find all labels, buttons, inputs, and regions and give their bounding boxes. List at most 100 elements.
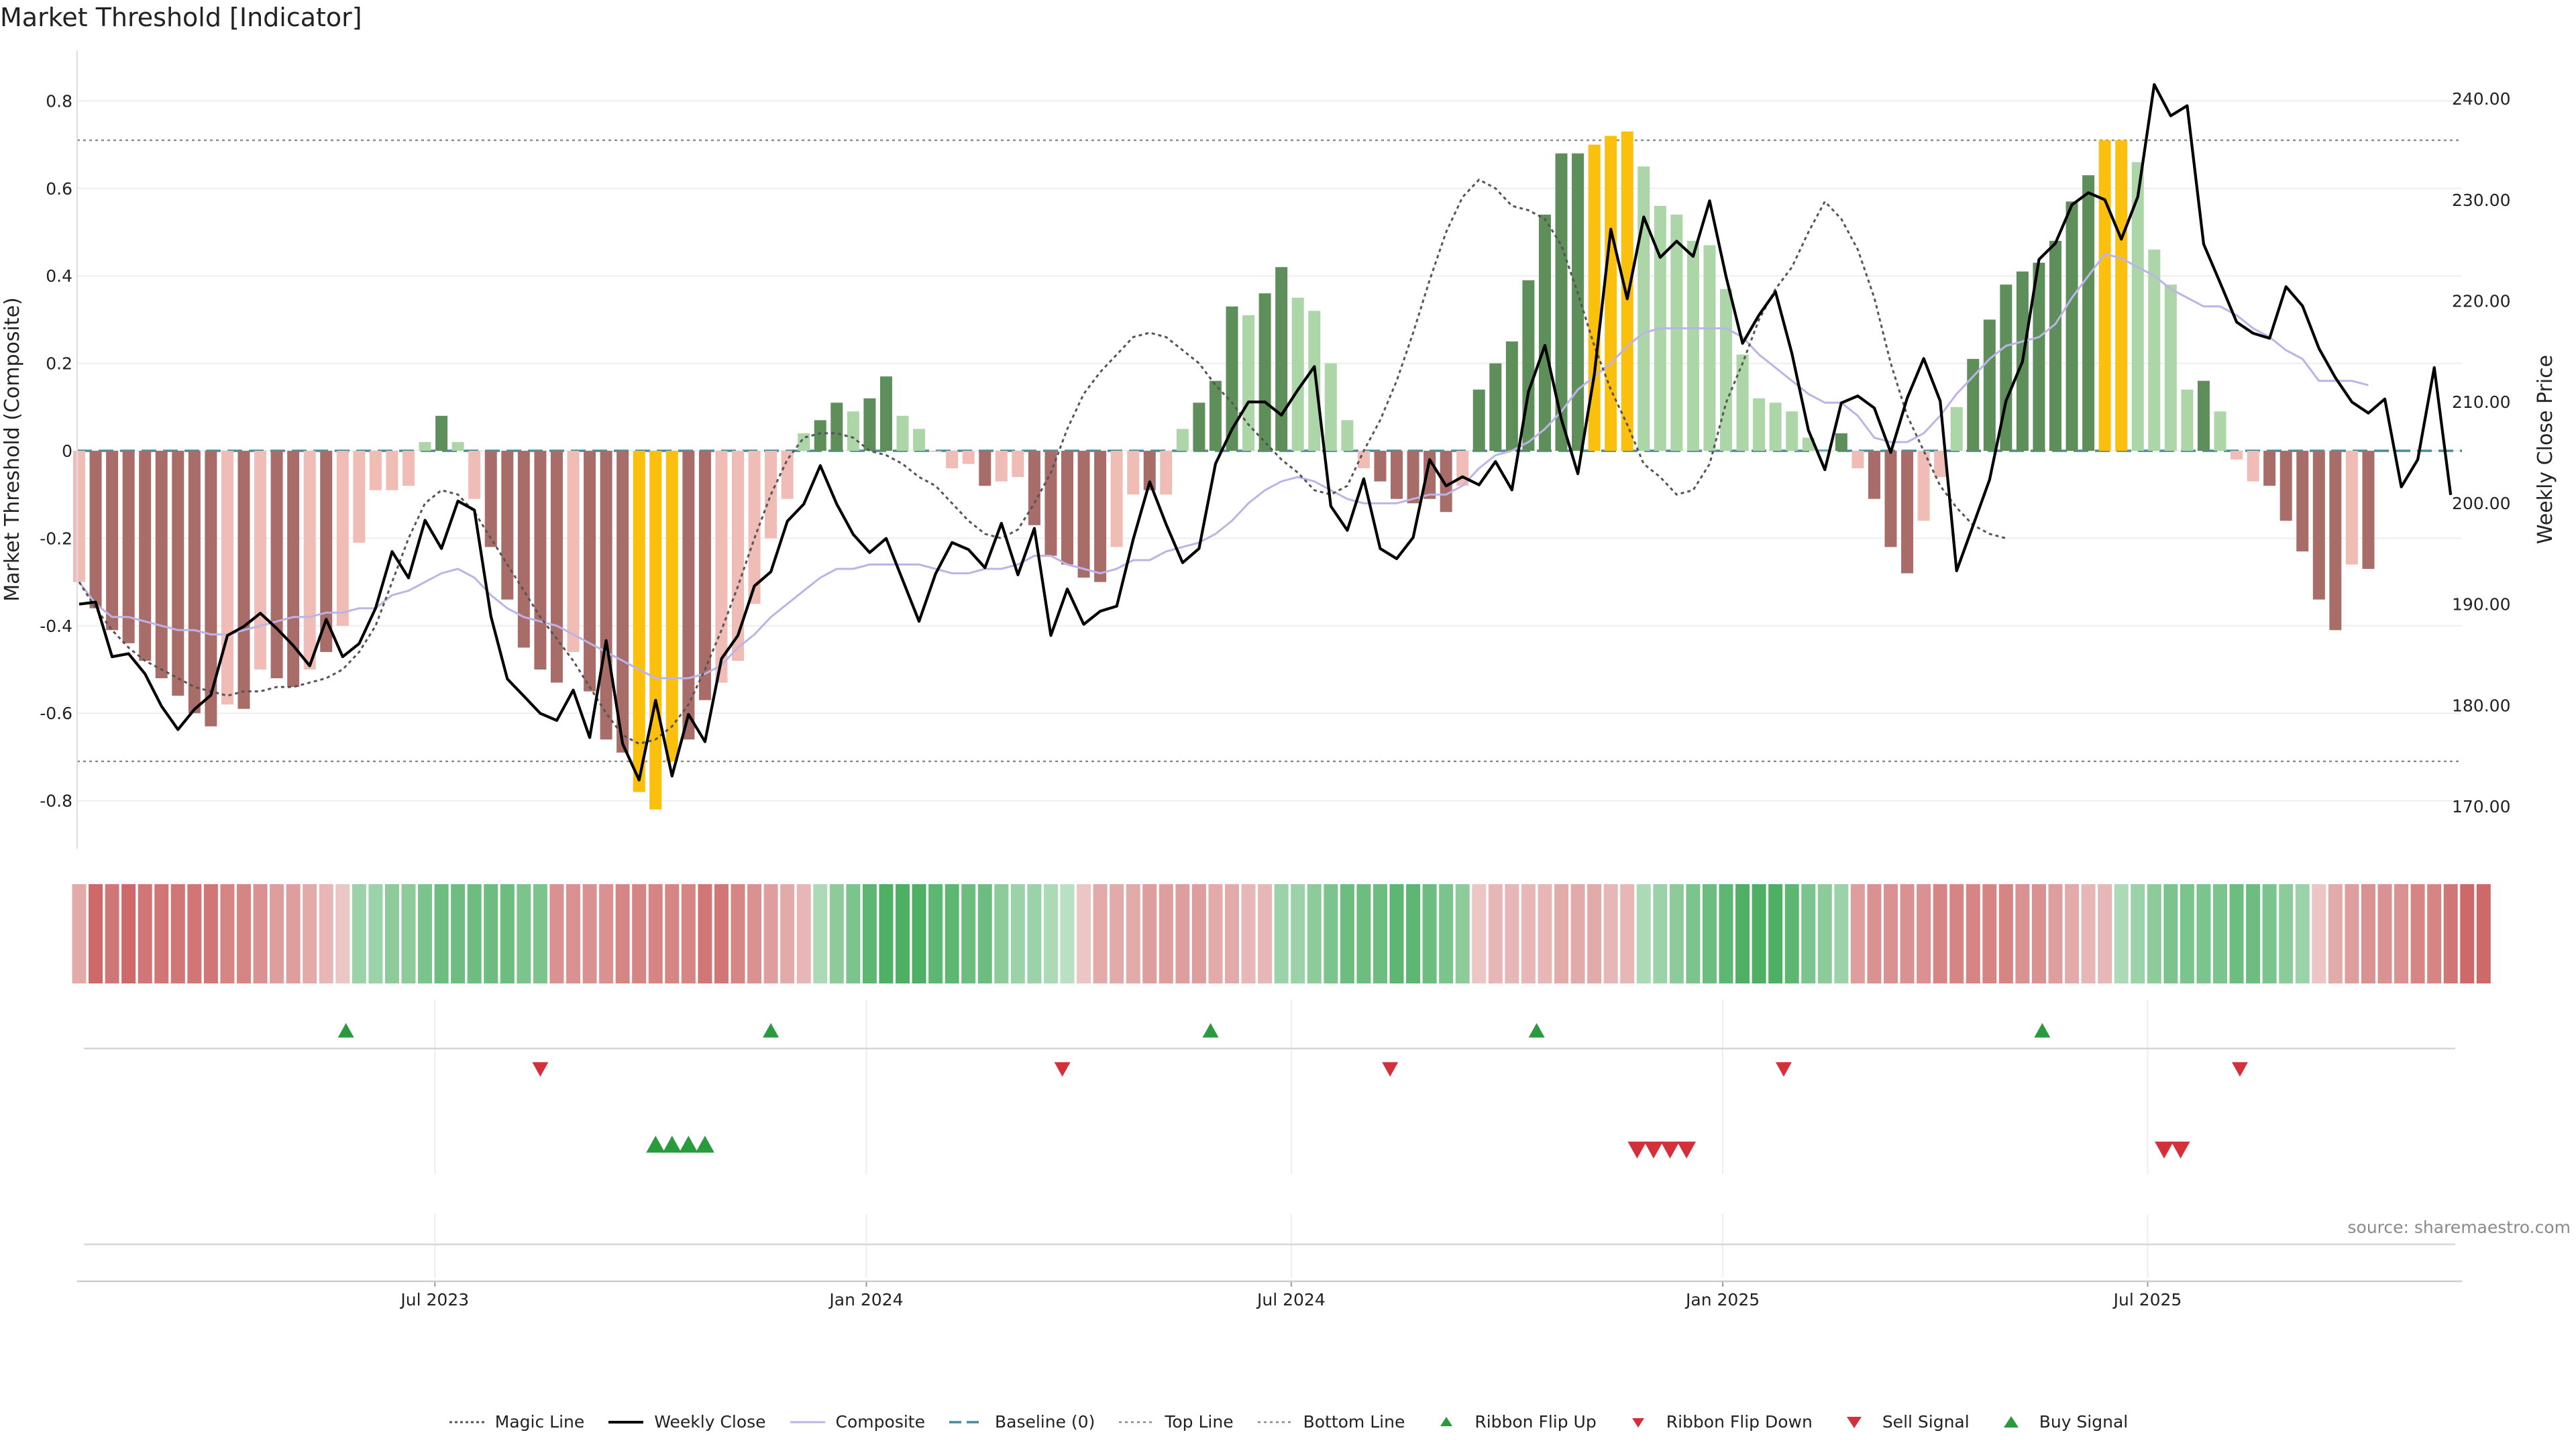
composite-bar <box>1094 451 1107 582</box>
ribbon-cell <box>1010 884 1025 983</box>
ribbon-cell <box>1472 884 1487 983</box>
composite-bar <box>2082 175 2095 451</box>
composite-bar <box>600 451 612 740</box>
ribbon-cell <box>2312 884 2326 983</box>
ribbon-cell <box>220 884 235 983</box>
ribbon-cell <box>1175 884 1190 983</box>
ribbon-cell <box>2180 884 2194 983</box>
ribbon-cell <box>1027 884 1042 983</box>
ribbon-cell <box>434 884 449 983</box>
ribbon-cell <box>1538 884 1552 983</box>
source-note: source: sharemaestro.com <box>2347 1218 2571 1237</box>
composite-bar <box>1110 451 1123 547</box>
weekly-close-line <box>78 83 2453 782</box>
composite-bar <box>946 451 959 469</box>
ribbon-cell <box>1505 884 1519 983</box>
composite-bar <box>270 451 283 679</box>
composite-bar <box>303 451 316 669</box>
composite-bar <box>567 451 580 652</box>
dashed-line-icon <box>949 1420 984 1424</box>
composite-bar <box>1291 297 1304 451</box>
composite-bar <box>2197 380 2210 451</box>
composite-bar <box>995 451 1008 482</box>
ribbon-cell <box>1241 884 1256 983</box>
sell-signal-marker <box>2155 1141 2174 1159</box>
solid-line-icon <box>608 1420 644 1424</box>
legend-item: Buy Signal <box>1992 1412 2128 1432</box>
ribbon-cell <box>961 884 976 983</box>
composite-bar <box>2033 262 2045 451</box>
ribbon-cell <box>1817 884 1832 983</box>
ribbon-cell <box>72 884 87 983</box>
composite-bar <box>1605 136 1617 451</box>
composite-bar <box>913 429 926 451</box>
ribbon-cell <box>1373 884 1387 983</box>
composite-line <box>78 252 2369 680</box>
ribbon-cell <box>1686 884 1701 983</box>
ribbon-cell <box>335 884 350 983</box>
ribbon-flip-down-marker <box>2231 1062 2248 1077</box>
ribbon-cell <box>1867 884 1882 983</box>
ribbon-cell <box>1422 884 1437 983</box>
ribbon-cell <box>451 884 466 983</box>
ribbon-cell <box>2163 884 2178 983</box>
composite-bar <box>501 451 514 600</box>
composite-bar <box>73 451 85 582</box>
y-tick-label: 0 <box>62 441 72 461</box>
ribbon-cell <box>1982 884 1997 983</box>
composite-bar <box>106 451 119 631</box>
composite-bar <box>665 451 678 761</box>
ribbon-cell <box>549 884 564 983</box>
ribbon-flip-down-marker <box>1382 1062 1399 1077</box>
ribbon-cell <box>1570 884 1585 983</box>
composite-bar <box>1061 451 1073 565</box>
composite-bar <box>320 451 333 652</box>
ribbon-cell <box>1620 884 1635 983</box>
ribbon-cell <box>714 884 729 983</box>
composite-bar <box>1720 288 1732 451</box>
composite-bar <box>1983 319 1996 451</box>
composite-bar <box>1884 451 1897 547</box>
legend-item: Sell Signal <box>1835 1412 1970 1432</box>
y2-tick-label: 180.00 <box>2452 696 2510 715</box>
buy-signal-marker <box>679 1136 698 1153</box>
ribbon-cell <box>1406 884 1421 983</box>
composite-bar <box>1835 433 1847 451</box>
ribbon-strip <box>72 884 2491 983</box>
ribbon-cell <box>384 884 399 983</box>
composite-bar <box>1934 451 1947 478</box>
ribbon-flip-down-marker <box>1054 1062 1071 1077</box>
magic-line <box>78 178 2006 745</box>
page-title: Market Threshold [Indicator] <box>0 3 362 32</box>
ribbon-cell <box>896 884 910 983</box>
composite-bar <box>155 451 168 679</box>
composite-bar <box>205 451 217 727</box>
ribbon-cell <box>2196 884 2211 983</box>
ribbon-cell <box>1093 884 1108 983</box>
ribbon-cell <box>928 884 943 983</box>
ribbon-cell <box>368 884 383 983</box>
composite-bar <box>254 451 267 669</box>
composite-bar <box>2049 241 2061 451</box>
ribbon-cell <box>2098 884 2112 983</box>
ribbon-cell <box>1702 884 1717 983</box>
ribbon-cell <box>2147 884 2161 983</box>
composite-bar <box>2362 451 2375 570</box>
signal-panels <box>77 1000 2462 1283</box>
ribbon-cell <box>780 884 795 983</box>
composite-bar <box>1044 451 1057 556</box>
ribbon-cell <box>2246 884 2261 983</box>
ribbon-cell <box>1636 884 1651 983</box>
composite-bar <box>2345 451 2358 565</box>
ribbon-cell <box>681 884 696 983</box>
composite-bar <box>2065 201 2078 451</box>
ribbon-cell <box>977 884 992 983</box>
composite-bar <box>1308 311 1321 451</box>
ribbon-cell <box>418 884 433 983</box>
y-tick-label: 0.6 <box>46 179 72 199</box>
ribbon-cell <box>1752 884 1766 983</box>
composite-bar <box>1555 153 1568 451</box>
y2-tick-label: 170.00 <box>2452 797 2510 816</box>
composite-bar <box>2329 451 2342 631</box>
